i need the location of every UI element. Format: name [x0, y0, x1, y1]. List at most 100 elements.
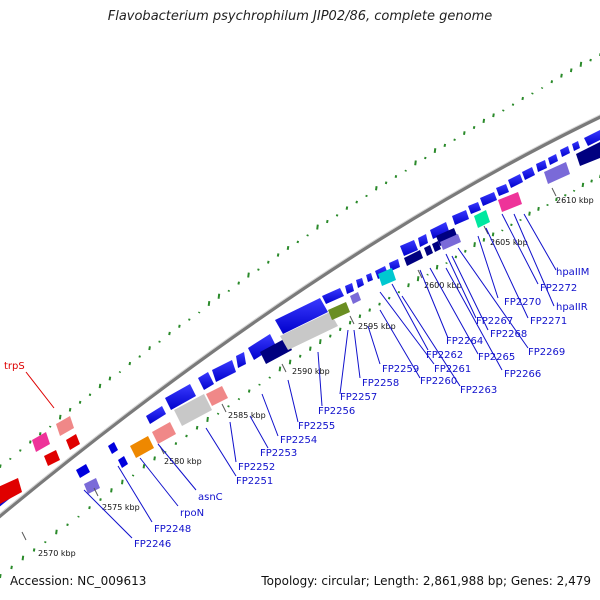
- gene-arrow: [424, 245, 433, 256]
- gc-mark: [445, 262, 448, 265]
- gene-label-FP2272: FP2272: [540, 283, 577, 294]
- gc-mark: [306, 234, 309, 237]
- gc-mark: [397, 290, 401, 294]
- gene-arrow: [356, 278, 364, 288]
- gc-mark: [88, 506, 91, 510]
- gc-mark: [424, 156, 427, 160]
- gc-mark: [329, 334, 332, 338]
- gc-mark: [510, 223, 513, 227]
- gene-label-FP2258: FP2258: [362, 378, 399, 389]
- gc-mark: [581, 182, 585, 188]
- gene-arrow: [572, 141, 580, 151]
- gene-arrow: [0, 478, 22, 504]
- gc-mark: [298, 354, 302, 358]
- gene-arrow: [260, 338, 292, 364]
- gc-mark: [482, 238, 486, 242]
- gc-mark: [492, 113, 495, 118]
- gene-arrow: [56, 416, 74, 436]
- kbp-tick-labels: 2570 kbp 2575 kbp 2580 kbp 2585 kbp 2590…: [38, 196, 594, 558]
- gc-mark: [521, 96, 524, 101]
- gc-mark: [365, 194, 368, 198]
- gc-mark: [0, 464, 2, 468]
- gene-arrow: [174, 394, 212, 426]
- gene-arrow: [206, 386, 228, 406]
- gc-mark: [375, 186, 378, 191]
- gc-mark: [537, 206, 540, 211]
- gene-label-FP2263: FP2263: [460, 385, 497, 396]
- gc-mark: [99, 498, 102, 501]
- gc-mark: [443, 143, 447, 148]
- gene-arrow: [522, 167, 535, 180]
- gc-mark: [178, 324, 181, 328]
- gc-mark: [569, 68, 573, 73]
- gc-mark: [326, 219, 329, 224]
- gc-mark: [121, 479, 124, 485]
- gc-mark: [355, 200, 358, 204]
- gc-mark: [118, 370, 122, 374]
- gene-arrow: [84, 478, 100, 494]
- gene-label-FP2256: FP2256: [318, 406, 355, 417]
- gc-mark: [579, 61, 583, 67]
- tick-label: 2570 kbp: [38, 549, 76, 558]
- gene-arrow: [430, 222, 449, 239]
- gc-mark: [378, 302, 381, 306]
- gene-arrow: [536, 160, 547, 172]
- gene-arrow: [118, 456, 128, 468]
- gc-track-outer: [0, 52, 600, 468]
- gc-mark: [29, 440, 32, 444]
- gene-label-FP2268: FP2268: [490, 329, 527, 340]
- gene-label-FP2262: FP2262: [426, 350, 463, 361]
- topology-text: Topology: circular; Length: 2,861,988 bp…: [261, 574, 591, 588]
- gene-arrow: [66, 434, 80, 450]
- gc-mark: [9, 457, 12, 460]
- gc-mark: [44, 541, 47, 544]
- gc-mark: [267, 260, 270, 264]
- gc-mark: [237, 398, 241, 401]
- gc-mark: [216, 412, 220, 415]
- gene-label-FP2260: FP2260: [420, 376, 457, 387]
- gc-mark: [142, 464, 146, 469]
- gc-mark: [464, 249, 467, 253]
- gc-mark: [198, 311, 201, 314]
- gene-label-FP2254: FP2254: [280, 435, 317, 446]
- gc-mark: [174, 442, 178, 445]
- gene-label-FP2253: FP2253: [260, 448, 297, 459]
- gc-mark: [153, 456, 156, 461]
- gene-arrow: [32, 432, 50, 452]
- gc-mark: [345, 206, 349, 210]
- gene-label-FP2251: FP2251: [236, 476, 273, 487]
- gc-mark: [185, 434, 188, 438]
- gene-label-FP2257: FP2257: [340, 392, 377, 403]
- gc-mark: [55, 529, 58, 535]
- gene-arrow: [345, 283, 354, 294]
- gc-mark: [207, 300, 211, 307]
- gc-mark: [206, 416, 209, 423]
- gc-mark: [98, 383, 102, 389]
- accession-text: Accession: NC_009613: [10, 574, 147, 588]
- gene-arrow: [496, 184, 509, 196]
- gene-arrow: [165, 384, 196, 410]
- gc-mark: [158, 340, 161, 343]
- gene-label-FP2246: FP2246: [134, 539, 171, 550]
- gc-mark: [501, 229, 504, 232]
- tick-label: 2580 kbp: [164, 457, 202, 466]
- gc-mark: [247, 389, 251, 393]
- gc-mark: [550, 80, 554, 84]
- gc-mark: [58, 414, 62, 420]
- gc-mark: [258, 383, 261, 386]
- gc-mark: [48, 425, 52, 428]
- gc-mark: [138, 355, 141, 358]
- gene-arrow: [584, 130, 600, 146]
- gene-label-FP2270: FP2270: [504, 297, 541, 308]
- gc-mark: [257, 268, 260, 271]
- gc-mark: [227, 405, 230, 408]
- gc-mark: [348, 320, 352, 325]
- gc-mark: [68, 407, 72, 412]
- gc-mark: [416, 276, 420, 282]
- genome-backbone-highlight: [0, 114, 600, 515]
- gene-arrow: [498, 192, 522, 212]
- gc-mark: [88, 393, 92, 397]
- gc-mark: [217, 293, 221, 299]
- gene-arrow: [350, 292, 361, 304]
- gc-mark: [237, 281, 240, 285]
